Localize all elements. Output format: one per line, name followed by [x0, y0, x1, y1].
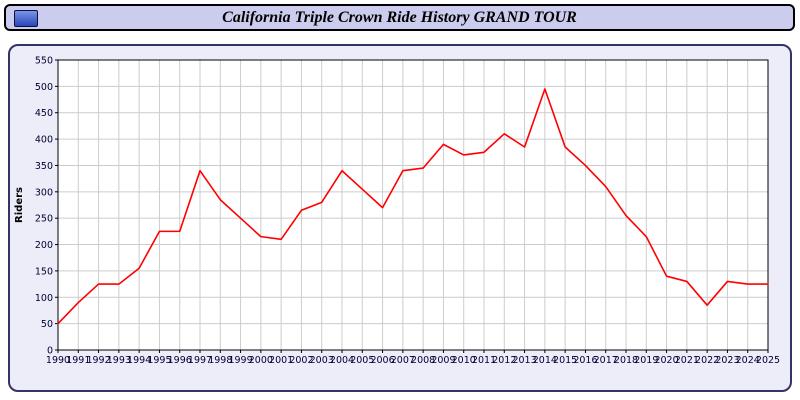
x-tick-label: 2010	[452, 355, 476, 366]
ride-history-line-chart: 0501001502002503003504004505005501990199…	[14, 56, 780, 367]
riders-line-series	[57, 88, 769, 325]
x-tick-label: 1992	[86, 355, 110, 366]
x-tick-label: 1991	[66, 355, 90, 366]
x-tick-label: 2025	[756, 355, 780, 366]
x-tick-label: 2000	[249, 355, 273, 366]
x-tick-label: 1990	[46, 355, 70, 366]
x-tick-label: 2019	[634, 355, 658, 366]
x-tick-label: 1999	[228, 355, 252, 366]
x-tick-label: 2022	[695, 355, 719, 366]
x-tick-label: 2008	[411, 355, 435, 366]
x-tick-label: 1997	[188, 355, 212, 366]
x-tick-label: 2023	[715, 355, 739, 366]
x-tick-label: 2024	[736, 355, 760, 366]
x-tick-label: 2013	[512, 355, 536, 366]
plot-border	[57, 59, 769, 351]
y-tick-label: 450	[35, 108, 53, 119]
y-tick-label: 300	[35, 187, 53, 198]
y-axis-title: Riders	[14, 187, 25, 223]
x-tick-label: 1993	[107, 355, 131, 366]
x-tick-label: 2017	[594, 355, 618, 366]
x-tick-label: 2018	[614, 355, 638, 366]
y-tick-label: 50	[41, 319, 53, 330]
x-tick-label: 2006	[370, 355, 394, 366]
x-tick-label: 2005	[350, 355, 374, 366]
page-title: California Triple Crown Ride History GRA…	[222, 8, 577, 26]
x-tick-label: 1996	[168, 355, 192, 366]
x-tick-label: 1994	[127, 355, 151, 366]
y-tick-label: 200	[35, 240, 53, 251]
x-tick-label: 2014	[533, 355, 557, 366]
y-tick-label: 350	[35, 161, 53, 172]
x-tick-label: 2004	[330, 355, 354, 366]
x-tick-label: 2021	[675, 355, 699, 366]
x-tick-label: 2001	[269, 355, 293, 366]
y-tick-label: 250	[35, 214, 53, 225]
x-tick-label: 2016	[573, 355, 597, 366]
x-tick-label: 2015	[553, 355, 577, 366]
x-tick-label: 2007	[391, 355, 415, 366]
chart-panel: 0 50 100 150 200 250 300 350 400 450 500 550 1990 199…	[8, 44, 792, 392]
site-logo-icon	[14, 10, 38, 27]
y-tick-label: 0	[47, 346, 53, 357]
x-tick-label: 2020	[654, 355, 678, 366]
x-tick-label: 2003	[310, 355, 334, 366]
x-tick-label: 1998	[208, 355, 232, 366]
x-tick-label: 2011	[472, 355, 496, 366]
y-tick-label: 550	[35, 56, 53, 67]
y-tick-label: 150	[35, 266, 53, 277]
y-tick-label: 100	[35, 293, 53, 304]
plot-background	[58, 60, 768, 350]
x-tick-label: 2012	[492, 355, 516, 366]
y-tick-label: 500	[35, 82, 53, 93]
x-tick-label: 1995	[147, 355, 171, 366]
title-bar: California Triple Crown Ride History GRA…	[4, 4, 795, 31]
y-tick-label: 400	[35, 135, 53, 146]
x-tick-label: 2009	[431, 355, 455, 366]
x-tick-label: 2002	[289, 355, 313, 366]
